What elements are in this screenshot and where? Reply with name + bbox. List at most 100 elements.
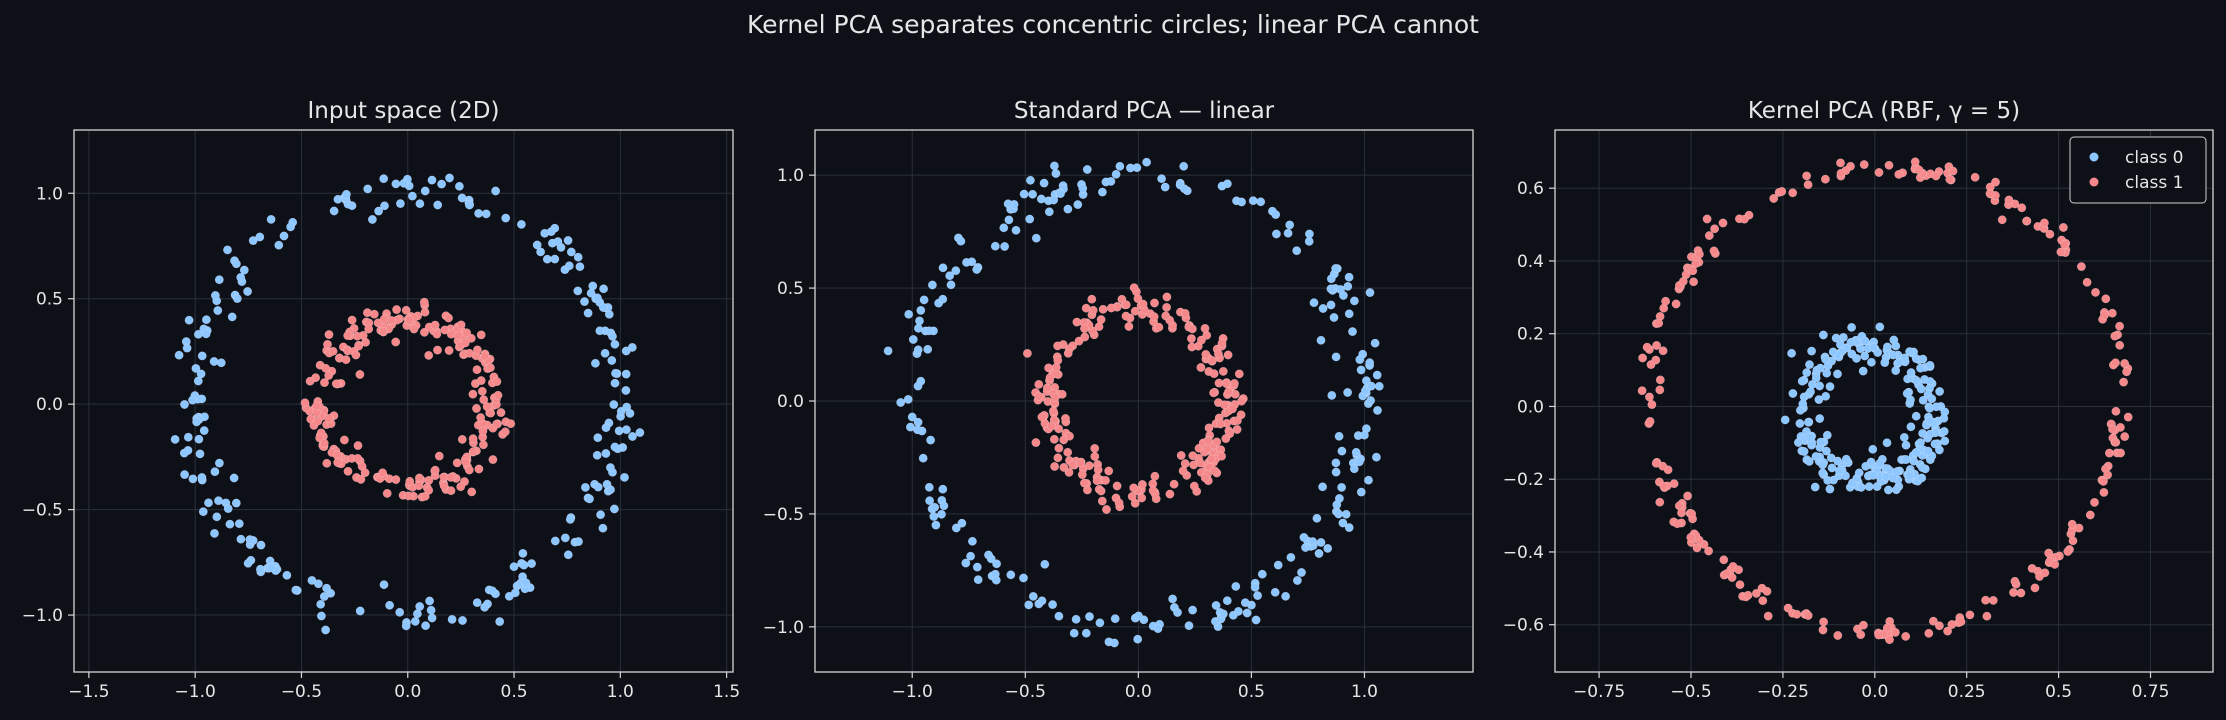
point-class-0	[566, 247, 576, 257]
point-class-0	[1883, 485, 1893, 495]
point-class-1	[2004, 195, 2014, 205]
point-class-0	[937, 509, 946, 519]
point-class-1	[1669, 479, 1679, 489]
point-class-0	[1250, 582, 1260, 592]
x-tick-label: 1.0	[1351, 682, 1378, 702]
point-class-1	[1856, 630, 1866, 640]
point-class-1	[2098, 476, 2108, 486]
point-class-0	[605, 463, 615, 473]
point-class-0	[1930, 439, 1940, 449]
x-tick-label: −1.5	[68, 682, 109, 702]
point-class-0	[573, 286, 583, 296]
y-tick-label: 0.4	[1517, 252, 1544, 272]
point-class-1	[331, 379, 341, 389]
point-class-0	[938, 263, 948, 273]
x-tick-label: −1.0	[175, 682, 216, 702]
point-class-0	[1803, 417, 1813, 427]
point-class-1	[1072, 317, 1082, 327]
point-class-1	[1719, 555, 1729, 565]
point-class-1	[1209, 388, 1219, 398]
point-class-0	[1916, 438, 1925, 448]
point-class-0	[1004, 215, 1014, 225]
point-class-1	[420, 307, 430, 317]
point-class-1	[1858, 620, 1868, 630]
point-class-0	[1054, 611, 1064, 621]
point-class-1	[1671, 299, 1681, 309]
point-class-1	[1054, 443, 1064, 453]
point-class-0	[519, 560, 529, 570]
point-class-0	[908, 335, 918, 344]
point-class-1	[1229, 379, 1239, 388]
point-class-1	[1672, 519, 1682, 529]
point-class-0	[510, 588, 520, 598]
point-class-0	[1109, 638, 1119, 648]
point-class-0	[1906, 368, 1916, 378]
point-class-1	[1096, 486, 1106, 496]
point-class-0	[1312, 513, 1322, 523]
legend-label: class 1	[2125, 173, 2183, 193]
point-class-0	[1815, 381, 1825, 391]
point-class-0	[1822, 430, 1832, 440]
x-tick-label: 0.25	[1948, 682, 1986, 702]
point-class-0	[564, 261, 574, 271]
point-class-0	[1810, 482, 1820, 492]
point-class-0	[1880, 358, 1890, 368]
point-class-0	[1028, 591, 1038, 601]
point-class-0	[1899, 432, 1909, 442]
point-class-1	[1130, 306, 1140, 316]
point-class-1	[1201, 349, 1211, 359]
point-class-0	[1095, 618, 1105, 628]
point-class-0	[216, 358, 226, 368]
point-class-1	[488, 455, 498, 465]
point-class-0	[961, 558, 971, 568]
point-class-0	[1872, 482, 1882, 492]
point-class-0	[1875, 322, 1885, 332]
point-class-0	[1805, 360, 1814, 370]
point-class-1	[1149, 312, 1159, 322]
point-class-0	[199, 426, 209, 436]
point-class-1	[2101, 294, 2111, 304]
point-class-1	[1874, 630, 1884, 640]
point-class-1	[456, 320, 466, 330]
point-class-0	[1917, 463, 1927, 473]
point-class-1	[1210, 466, 1220, 476]
point-class-1	[324, 330, 334, 340]
point-class-1	[1232, 425, 1242, 434]
point-class-1	[1079, 478, 1089, 488]
point-class-0	[1807, 346, 1817, 356]
point-class-1	[1051, 362, 1061, 372]
point-class-1	[1092, 476, 1102, 486]
point-class-1	[401, 305, 411, 315]
point-class-1	[333, 458, 343, 467]
y-tick-label: −0.4	[1503, 543, 1544, 563]
point-class-0	[1788, 389, 1798, 398]
point-class-1	[1688, 266, 1698, 276]
point-class-0	[1283, 228, 1293, 238]
point-class-1	[2100, 310, 2109, 320]
point-class-0	[1233, 606, 1243, 616]
point-class-1	[1709, 246, 1719, 256]
point-class-0	[1326, 300, 1336, 310]
point-class-0	[602, 479, 612, 489]
point-class-1	[1818, 625, 1828, 635]
point-class-1	[1836, 158, 1845, 168]
point-class-1	[2090, 497, 2099, 507]
point-class-1	[313, 416, 323, 426]
point-class-1	[1943, 626, 1953, 636]
point-class-1	[1200, 473, 1210, 483]
point-class-0	[236, 534, 246, 544]
point-class-0	[1338, 518, 1348, 528]
point-class-1	[328, 346, 338, 356]
point-class-0	[610, 442, 620, 452]
point-class-0	[1828, 347, 1838, 357]
point-class-0	[1024, 600, 1034, 610]
point-class-0	[1334, 431, 1344, 441]
point-class-1	[1901, 631, 1911, 641]
point-class-0	[212, 512, 222, 522]
point-class-0	[598, 303, 608, 312]
point-class-1	[1202, 444, 1212, 454]
point-class-0	[1858, 366, 1868, 376]
point-class-1	[379, 326, 388, 336]
point-class-0	[223, 504, 233, 514]
point-class-1	[1836, 168, 1846, 178]
